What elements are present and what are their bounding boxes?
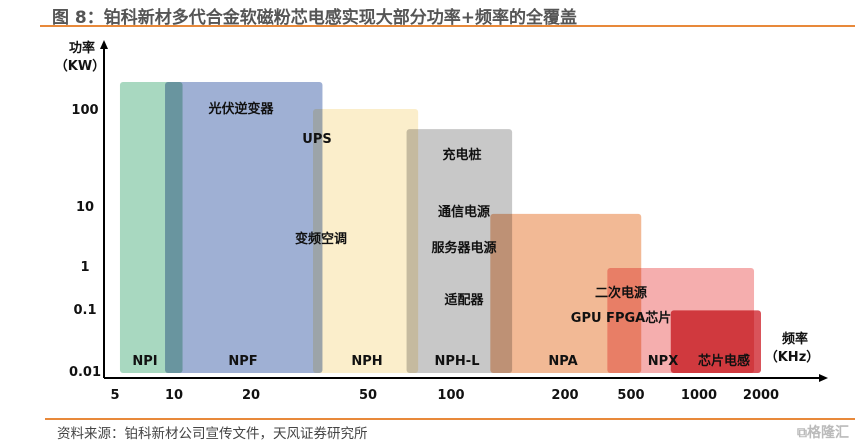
x-axis-label: 频率: [782, 331, 808, 347]
application-label: 通信电源: [438, 204, 490, 220]
x-axis-unit: （KHz）: [765, 349, 820, 365]
range-rect-NPH-L: [406, 129, 513, 373]
figure-title: 图 8：铂科新材多代合金软磁粉芯电感实现大部分功率+频率的全覆盖: [52, 8, 577, 28]
x-tick-label: 20: [242, 388, 260, 403]
x-tick-label: 10: [165, 388, 183, 403]
series-label: NPX: [648, 354, 678, 369]
application-label: UPS: [302, 132, 331, 147]
range-rect-NPA: [490, 213, 642, 373]
x-tick-label: 500: [617, 388, 644, 403]
x-axis-arrow-icon: [819, 374, 828, 382]
application-label: 变频空调: [295, 231, 347, 247]
series-label: NPH: [351, 354, 382, 369]
y-tick-label: 0.01: [69, 365, 101, 380]
y-tick-label: 10: [76, 200, 94, 215]
y-axis-unit: （KW）: [55, 58, 105, 74]
y-tick-label: 100: [71, 103, 98, 118]
application-label: 服务器电源: [431, 240, 496, 256]
x-tick-label: 200: [551, 388, 578, 403]
range-rect-NPH: [312, 109, 419, 373]
application-label: 光伏逆变器: [207, 101, 274, 117]
y-tick-label: 1: [80, 260, 89, 275]
x-tick-label: 100: [437, 388, 464, 403]
x-tick-label: 5: [110, 388, 119, 403]
range-rect-芯片电感: [670, 310, 761, 373]
series-label: NPF: [228, 354, 257, 369]
series-label: NPH-L: [435, 354, 480, 369]
application-label: 适配器: [444, 292, 484, 308]
x-tick-label: 2000: [743, 388, 779, 403]
title-divider: [40, 25, 855, 27]
range-rect-NPF: [165, 81, 323, 373]
source-note: 资料来源：铂科新材公司宣传文件，天风证券研究所: [57, 426, 368, 442]
series-label: NPA: [548, 354, 577, 369]
application-label: 充电桩: [442, 147, 481, 163]
series-label: NPI: [132, 354, 157, 369]
y-axis-arrow-icon: [100, 40, 108, 49]
watermark-logo: ⧉格隆汇: [797, 425, 849, 441]
y-axis-label: 功率: [69, 40, 95, 56]
y-tick-label: 0.1: [73, 303, 96, 318]
x-tick-label: 50: [359, 388, 377, 403]
x-tick-label: 1000: [681, 388, 717, 403]
application-label: 二次电源: [595, 285, 647, 301]
application-label: GPU FPGA芯片: [571, 310, 671, 326]
series-label: 芯片电感: [698, 353, 750, 369]
footer-divider: [45, 418, 855, 420]
